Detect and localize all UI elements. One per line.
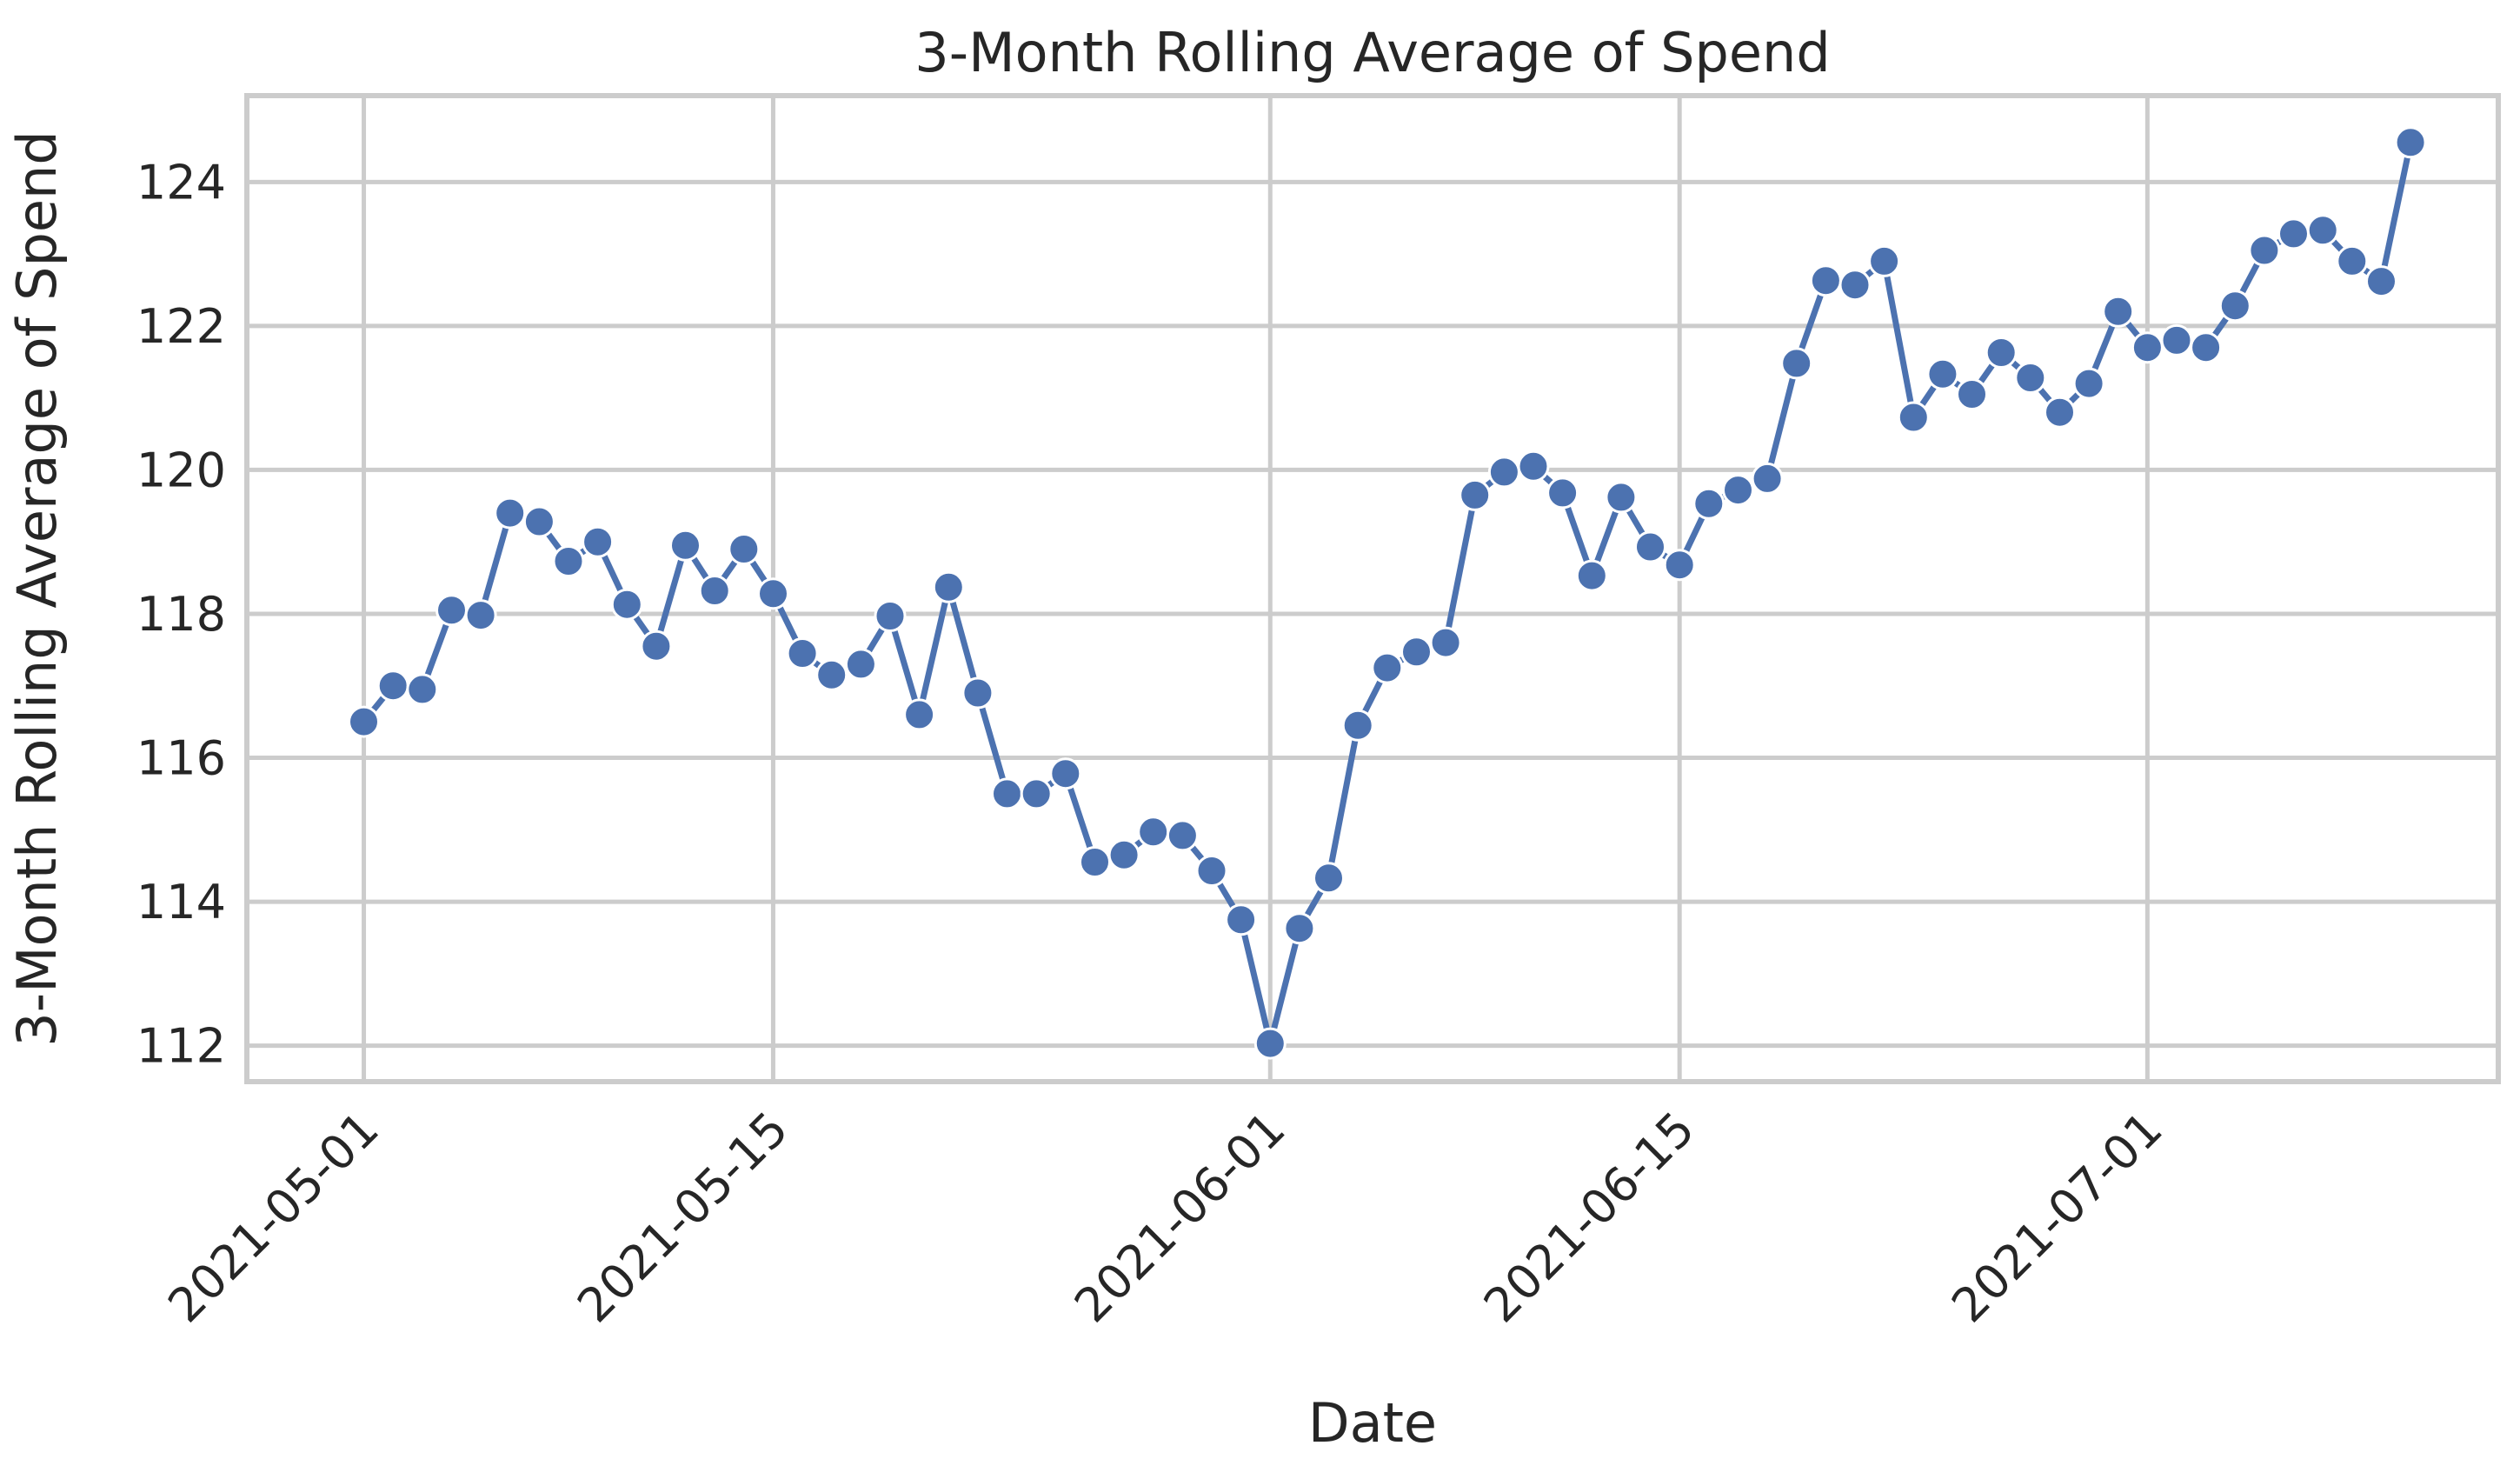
data-point-marker xyxy=(1195,855,1228,887)
data-point-marker xyxy=(903,698,936,731)
y-tick-label: 124 xyxy=(136,155,226,210)
data-point-marker xyxy=(2336,244,2369,277)
data-point-marker xyxy=(1049,757,1082,790)
data-point-marker xyxy=(1956,378,1988,410)
plot-frame xyxy=(244,93,2501,1084)
data-point-marker xyxy=(698,575,731,607)
data-point-marker xyxy=(2131,331,2164,364)
y-axis-tick-labels: 112 114 116 118 120 122 124 xyxy=(136,155,226,1073)
data-point-marker xyxy=(1751,462,1784,495)
data-point-marker xyxy=(582,525,615,558)
y-tick-label: 118 xyxy=(136,587,226,642)
y-tick-label: 114 xyxy=(136,875,226,929)
data-point-marker xyxy=(1020,777,1053,810)
data-point-marker xyxy=(552,545,585,577)
data-point-marker xyxy=(728,533,761,565)
data-point-marker xyxy=(815,658,848,691)
data-point-marker xyxy=(2190,331,2223,364)
data-point-marker xyxy=(1459,478,1492,511)
data-point-marker xyxy=(757,577,789,610)
data-point-marker xyxy=(1371,651,1404,684)
data-point-marker xyxy=(991,777,1023,810)
data-point-marker xyxy=(522,505,555,538)
data-point-marker xyxy=(2044,396,2076,429)
data-point-marker xyxy=(376,670,409,703)
y-tick-label: 122 xyxy=(136,299,226,354)
data-point-marker xyxy=(1546,476,1579,510)
data-point-marker xyxy=(1429,626,1462,659)
data-point-marker xyxy=(2306,214,2339,247)
data-point-marker xyxy=(1722,474,1754,507)
data-point-marker xyxy=(1634,530,1666,563)
data-point-marker xyxy=(1166,819,1199,852)
data-point-marker xyxy=(2072,367,2105,400)
data-point-marker xyxy=(669,529,701,562)
data-point-marker xyxy=(1517,450,1550,483)
data-point-marker xyxy=(2248,234,2281,267)
data-point-marker xyxy=(1137,816,1170,849)
data-point-marker xyxy=(932,570,965,603)
data-point-marker xyxy=(786,637,819,670)
data-point-marker xyxy=(2102,295,2135,328)
data-point-marker xyxy=(1107,838,1140,871)
data-point-marker xyxy=(2277,217,2310,250)
data-point-marker xyxy=(2394,126,2427,159)
data-point-marker xyxy=(1985,336,2018,369)
y-tick-label: 112 xyxy=(136,1019,226,1074)
data-point-marker xyxy=(2365,265,2397,298)
y-tick-label: 116 xyxy=(136,731,226,786)
data-point-marker xyxy=(1575,559,1608,592)
data-point-marker xyxy=(874,600,907,632)
data-point-marker xyxy=(1926,357,1959,390)
data-point-marker xyxy=(348,705,380,738)
data-point-marker xyxy=(2160,323,2193,356)
data-point-marker xyxy=(1809,264,1842,297)
data-point-marker xyxy=(1341,709,1374,742)
x-axis-title: Date xyxy=(1308,1391,1437,1455)
data-point-marker xyxy=(436,594,468,627)
data-point-marker xyxy=(844,648,877,681)
series-group xyxy=(348,126,2427,1060)
y-tick-label: 120 xyxy=(136,443,226,497)
data-point-marker xyxy=(1283,912,1316,945)
data-point-marker xyxy=(1692,487,1725,520)
data-point-marker xyxy=(406,673,439,706)
data-point-marker xyxy=(1400,636,1433,669)
data-point-marker xyxy=(1838,269,1872,302)
data-point-marker xyxy=(1225,903,1258,936)
data-point-marker xyxy=(1605,481,1638,514)
chart-title: 3-Month Rolling Average of Spend xyxy=(914,21,1830,84)
data-point-marker xyxy=(961,676,994,710)
data-point-marker xyxy=(640,630,673,663)
data-point-marker xyxy=(1487,456,1520,489)
data-point-marker xyxy=(1253,1027,1287,1060)
data-point-marker xyxy=(1780,347,1813,380)
y-axis-title: 3-Month Rolling Average of Spend xyxy=(5,130,69,1046)
data-point-marker xyxy=(1663,549,1696,582)
data-point-marker xyxy=(2218,290,2251,323)
data-point-marker xyxy=(610,588,643,621)
data-point-marker xyxy=(464,599,497,632)
data-point-marker xyxy=(1868,244,1901,277)
data-point-marker xyxy=(1079,846,1111,878)
data-point-marker xyxy=(2014,362,2047,394)
data-point-marker xyxy=(1313,862,1345,895)
data-point-marker xyxy=(1897,401,1930,434)
data-point-marker xyxy=(494,496,527,530)
